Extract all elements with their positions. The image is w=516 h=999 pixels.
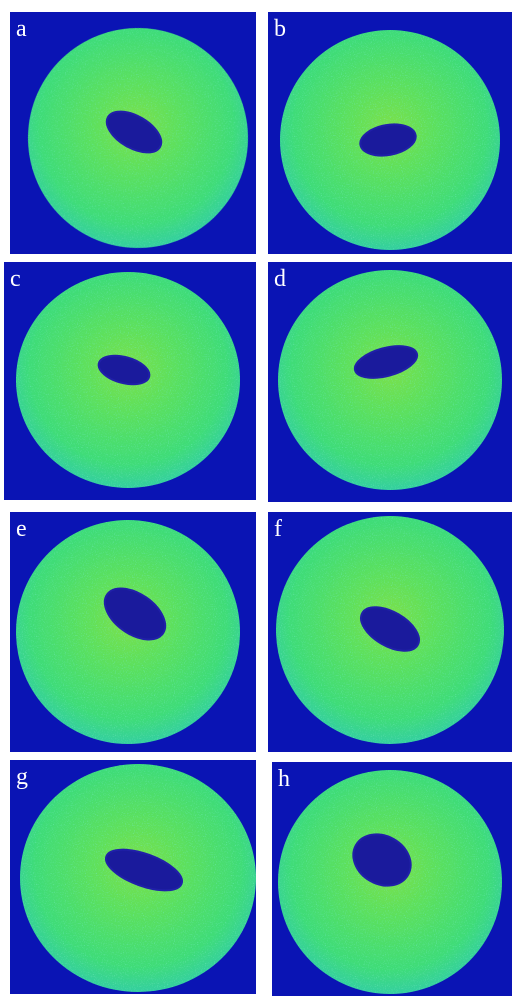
figure: a b c d e f g h <box>0 0 516 999</box>
panel: f <box>268 512 512 752</box>
panel: d <box>268 262 512 502</box>
panel: c <box>4 262 256 500</box>
panel: b <box>268 12 512 254</box>
panel-label: a <box>16 16 27 42</box>
panel-label: g <box>16 764 28 790</box>
panel-label: f <box>274 516 282 542</box>
page: abcdefgh (() => { const data = JSON.pars… <box>0 0 516 999</box>
panel-label: c <box>10 266 21 292</box>
panel: g <box>10 760 256 994</box>
panel-label: e <box>16 516 27 542</box>
panel-label: h <box>278 766 290 792</box>
panel-label: d <box>274 266 286 292</box>
fruit-section <box>278 270 502 490</box>
panel-label: b <box>274 16 286 42</box>
panel: a <box>10 11 265 266</box>
panel: e <box>10 512 256 752</box>
panel: h <box>272 762 512 996</box>
